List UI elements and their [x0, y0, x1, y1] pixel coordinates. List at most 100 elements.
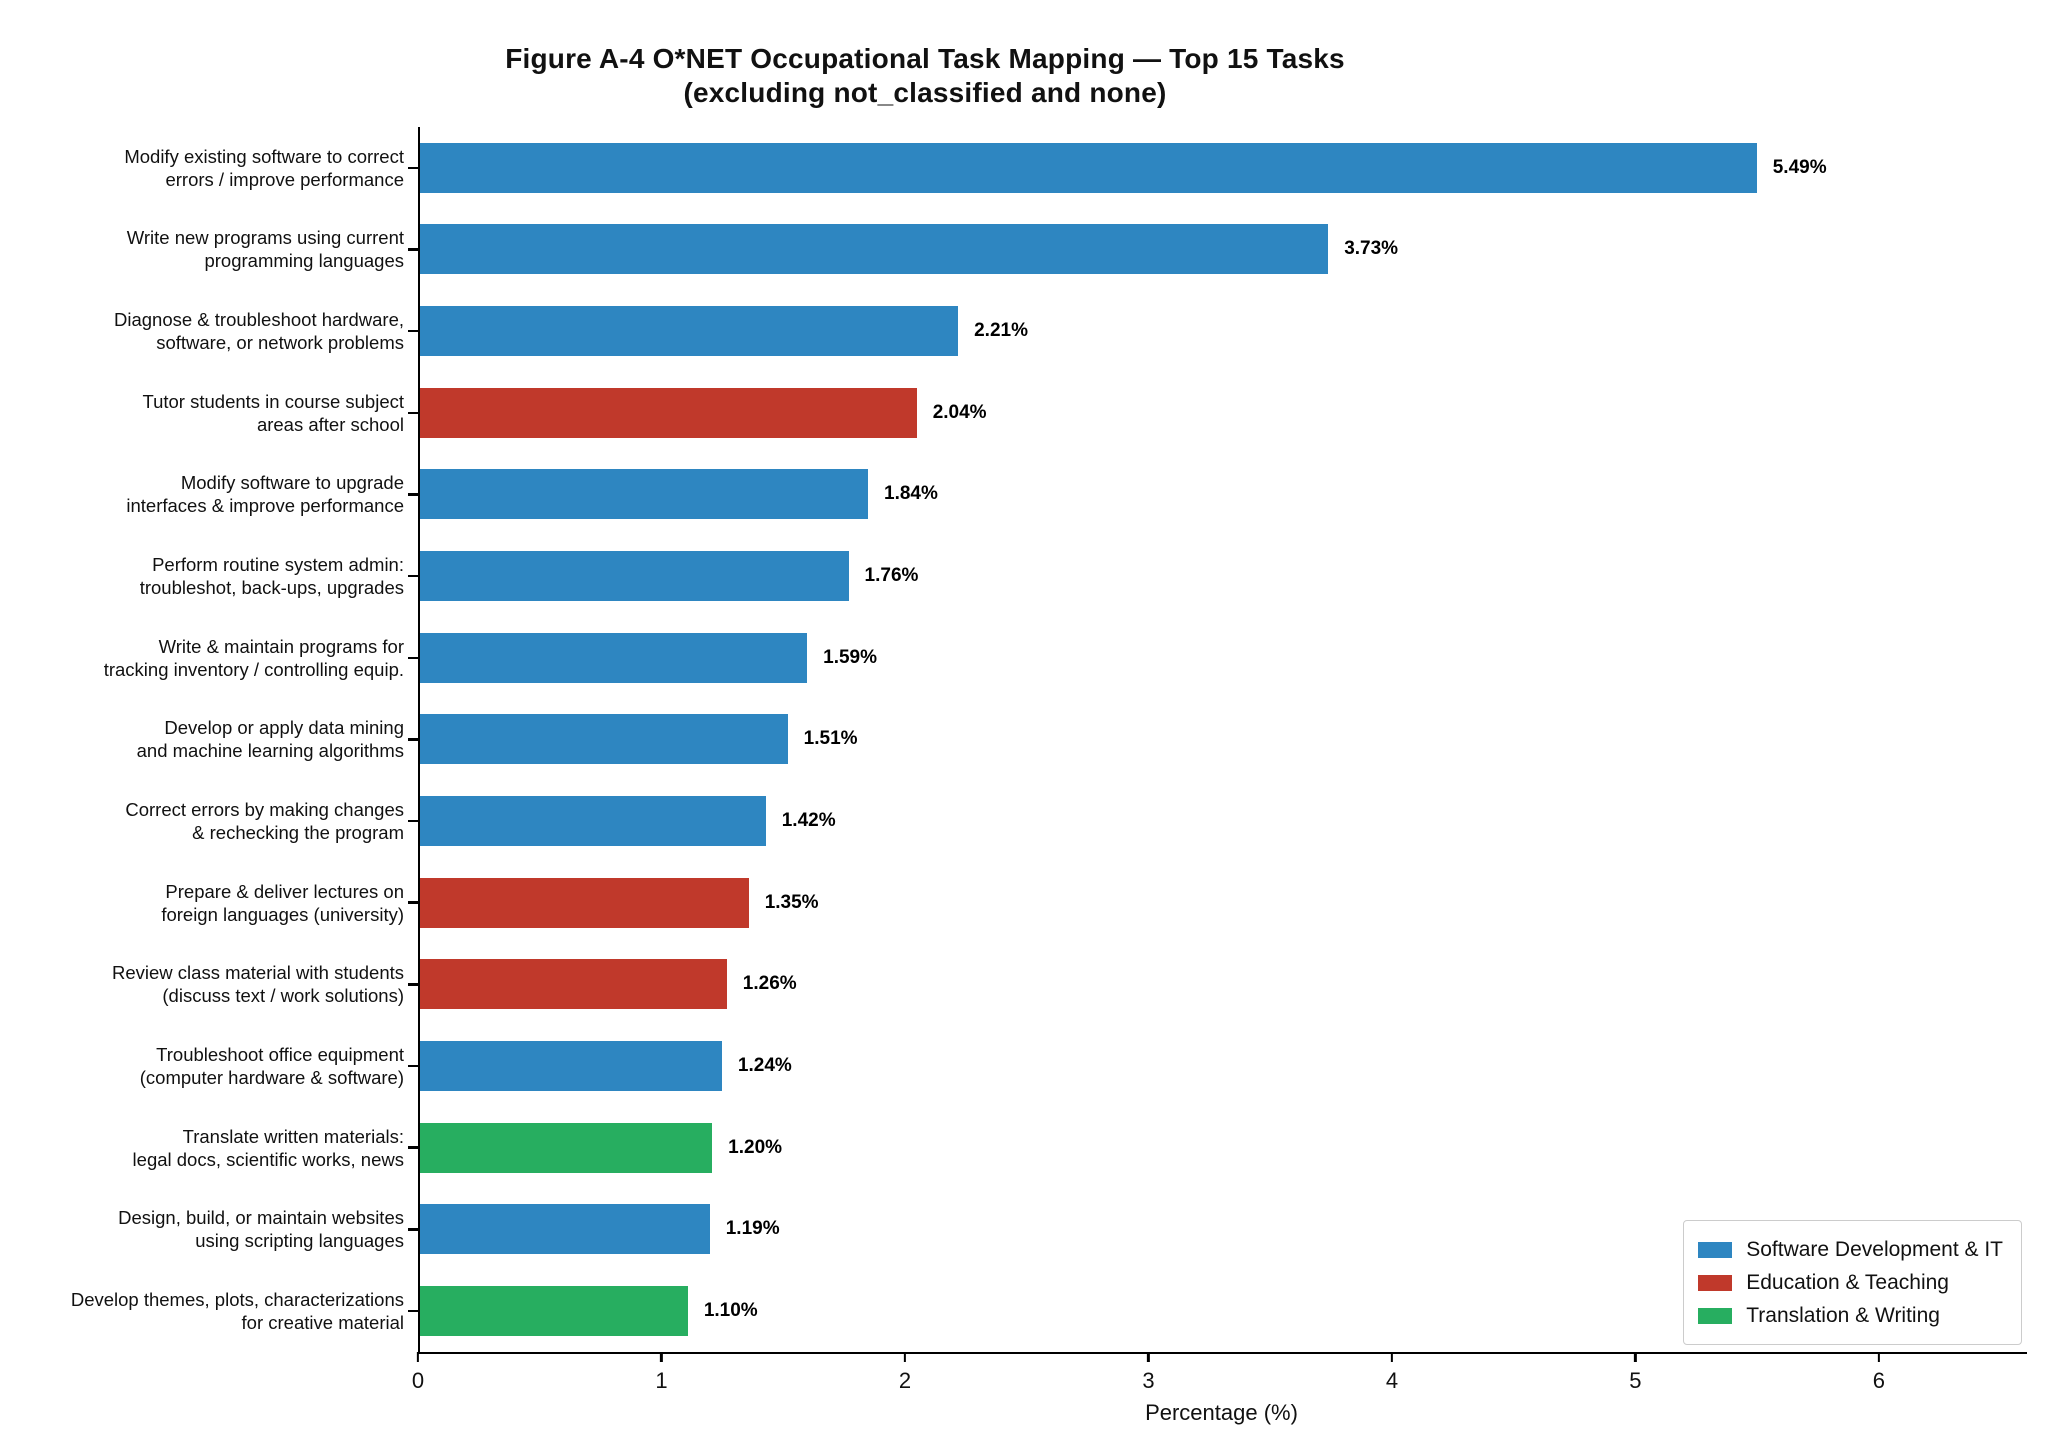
x-tick-label: 6: [1872, 1368, 1886, 1393]
x-tick: 3: [1142, 1352, 1155, 1394]
bar-value-label: 1.84%: [884, 483, 938, 505]
y-tick-label: Correct errors by making changes & rechec…: [125, 799, 404, 844]
y-tick-label: Design, build, or maintain websites using…: [118, 1207, 404, 1252]
bar-row: Develop or apply data mining and machine …: [137, 699, 2027, 781]
legend-swatch-icon: [1698, 1274, 1733, 1291]
bar-value-label: 1.76%: [864, 565, 919, 587]
chart-title-line2: (excluding not_classified and none): [683, 77, 1167, 108]
x-tick: 0: [412, 1352, 424, 1394]
bar-row: Troubleshoot office equipment (computer h…: [140, 1025, 2027, 1107]
legend-label: Education & Teaching: [1746, 1270, 1949, 1294]
bar: [420, 1204, 710, 1255]
x-tick-label: 3: [1142, 1368, 1155, 1393]
y-tick-mark: [408, 248, 418, 251]
bar: [420, 1286, 688, 1337]
y-tick-label: Diagnose & troubleshoot hardware, softwar…: [113, 309, 404, 354]
x-tick-label: 1: [655, 1368, 668, 1393]
bar-row: Translate written materials: legal docs, …: [133, 1107, 2027, 1189]
bar-value-label: 1.35%: [764, 891, 819, 913]
y-tick-label: Develop themes, plots, characterizations…: [70, 1289, 404, 1334]
legend-swatch-icon: [1698, 1307, 1733, 1324]
y-tick-mark: [408, 901, 418, 904]
y-tick-mark: [408, 738, 418, 741]
bar-row: Write new programs using current programm…: [127, 209, 2027, 291]
bar: [420, 387, 917, 438]
bar: [420, 142, 1757, 193]
y-tick-mark: [408, 411, 418, 415]
x-tick-label: 0: [411, 1368, 425, 1393]
bar-row: Modify existing software to correct error…: [124, 127, 2027, 209]
y-tick-mark: [408, 983, 418, 986]
bar-value-label: 2.21%: [974, 320, 1028, 342]
bar-row: Tutor students in course subject areas af…: [142, 372, 2027, 454]
x-tick-mark: [1634, 1352, 1637, 1362]
y-tick-mark: [408, 166, 418, 170]
legend-label: Software Development & IT: [1746, 1237, 2003, 1261]
x-tick: 5: [1629, 1352, 1642, 1394]
bar: [420, 1122, 713, 1173]
bar-value-label: 3.73%: [1344, 238, 1399, 260]
y-tick-label: Write new programs using current programm…: [126, 227, 404, 272]
bar-row: Design, build, or maintain websites using…: [118, 1189, 2027, 1271]
plot-area: Modify existing software to correct error…: [71, 127, 2027, 1354]
bar: [420, 796, 766, 847]
x-tick: 4: [1386, 1352, 1398, 1394]
x-tick-mark: [660, 1352, 663, 1362]
y-tick-mark: [408, 1309, 418, 1313]
x-tick: 2: [899, 1352, 911, 1394]
bar-value-label: 2.04%: [932, 401, 987, 423]
bar-row: Write & maintain programs for tracking in…: [104, 617, 2027, 699]
y-tick-label: Prepare & deliver lectures on foreign lan…: [161, 880, 404, 925]
bar-value-label: 1.59%: [823, 646, 878, 668]
bar-value-label: 1.10%: [703, 1300, 758, 1322]
chart-title: Figure A-4 O*NET Occupational Task Mappi…: [0, 42, 1850, 110]
bar: [420, 877, 749, 928]
bar: [420, 959, 727, 1010]
y-tick-mark: [408, 574, 418, 578]
bar: [420, 224, 1329, 275]
y-tick-label: Translate written materials: legal docs, …: [132, 1125, 404, 1170]
bar-value-label: 1.51%: [803, 728, 858, 750]
bar: [420, 469, 868, 520]
bar: [420, 1041, 722, 1092]
y-tick-label: Modify existing software to correct error…: [124, 145, 404, 190]
legend-label: Translation & Writing: [1746, 1303, 1940, 1327]
x-tick-label: 5: [1629, 1368, 1642, 1393]
y-tick-mark: [408, 656, 418, 660]
bar-row: Modify software to upgrade interfaces & i…: [126, 454, 2027, 536]
y-tick-label: Perform routine system admin: troubleshot…: [139, 554, 404, 599]
y-tick-mark: [408, 1146, 418, 1149]
legend: Software Development & IT Education & Tea…: [1683, 1220, 2022, 1345]
bar-value-label: 1.42%: [781, 810, 836, 832]
y-tick-mark: [408, 493, 418, 496]
bar-value-label: 1.20%: [728, 1136, 783, 1158]
y-tick-label: Review class material with students (disc…: [112, 962, 404, 1007]
x-tick-label: 4: [1385, 1368, 1399, 1393]
y-tick-mark: [408, 819, 418, 823]
x-tick-mark: [903, 1352, 907, 1362]
bar: [420, 714, 788, 765]
x-tick-mark: [1877, 1352, 1881, 1362]
bar-row: Diagnose & troubleshoot hardware, softwar…: [114, 290, 2027, 372]
y-tick-mark: [408, 1228, 418, 1231]
bar-row: Correct errors by making changes & rechec…: [125, 780, 2027, 862]
legend-item: Education & Teaching: [1698, 1266, 2003, 1299]
chart-title-line1: Figure A-4 O*NET Occupational Task Mappi…: [505, 43, 1345, 74]
bar-value-label: 1.26%: [742, 973, 797, 995]
bar-value-label: 1.24%: [737, 1055, 792, 1077]
x-tick-label: 2: [898, 1368, 912, 1393]
bar-row: Review class material with students (disc…: [112, 944, 2027, 1026]
x-axis-title: Percentage (%): [1145, 1400, 1298, 1425]
x-tick-mark: [416, 1352, 420, 1362]
x-tick-mark: [1147, 1352, 1150, 1362]
bar-row: Prepare & deliver lectures on foreign lan…: [161, 862, 2027, 944]
legend-item: Software Development & IT: [1698, 1233, 2003, 1266]
x-tick: 6: [1873, 1352, 1885, 1394]
bar: [420, 632, 808, 683]
legend-item: Translation & Writing: [1698, 1299, 2003, 1332]
y-tick-label: Develop or apply data mining and machine …: [136, 717, 404, 762]
x-axis: Percentage (%) 0 1 2 3 4 5 6: [412, 1352, 2025, 1432]
bar: [420, 551, 849, 602]
x-tick-mark: [1390, 1352, 1394, 1362]
y-tick-label: Write & maintain programs for tracking in…: [103, 635, 404, 680]
